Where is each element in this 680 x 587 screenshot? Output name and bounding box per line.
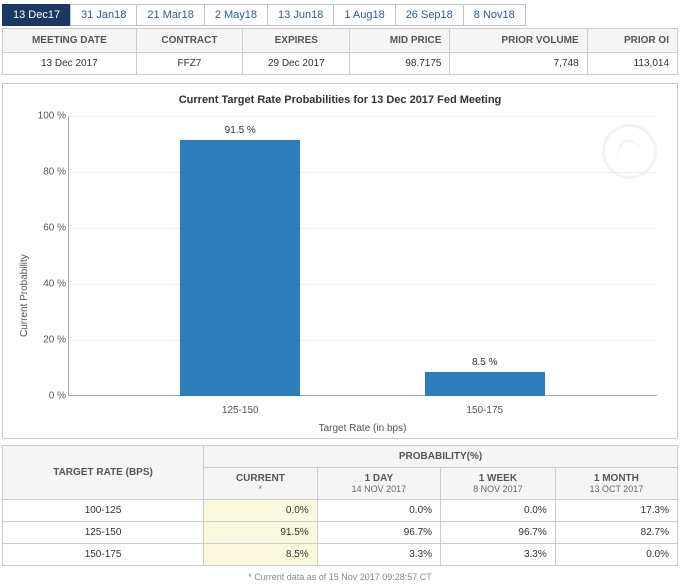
tab-1aug18[interactable]: 1 Aug18 [333, 4, 395, 26]
x-axis-label: Target Rate (in bps) [68, 423, 657, 434]
prob-cell: 0.0% [555, 544, 677, 566]
probability-table: TARGET RATE (BPS) PROBABILITY(%) CURRENT… [2, 445, 678, 566]
meeting-cell: 98.7175 [350, 53, 450, 75]
meeting-header: PRIOR VOLUME [450, 29, 587, 53]
prob-cell: 91.5% [204, 522, 318, 544]
bar-wrap: 8.5 % [425, 357, 545, 396]
meeting-header: CONTRACT [136, 29, 242, 53]
prob-row-label: 100-125 [3, 500, 204, 522]
meeting-cell: 29 Dec 2017 [243, 53, 350, 75]
y-tick: 60 % [30, 223, 66, 234]
tab-13jun18[interactable]: 13 Jun18 [267, 4, 334, 26]
prob-cell: 3.3% [317, 544, 440, 566]
meeting-header: MEETING DATE [3, 29, 137, 53]
bar [425, 372, 545, 396]
meeting-cell: 7,748 [450, 53, 587, 75]
chart-title: Current Target Rate Probabilities for 13… [13, 94, 667, 106]
prob-cell: 17.3% [555, 500, 677, 522]
tab-26sep18[interactable]: 26 Sep18 [395, 4, 464, 26]
prob-cell: 8.5% [204, 544, 318, 566]
tab-8nov18[interactable]: 8 Nov18 [463, 4, 526, 26]
meeting-cell: 113,014 [587, 53, 677, 75]
meeting-cell: FFZ7 [136, 53, 242, 75]
tab-21mar18[interactable]: 21 Mar18 [136, 4, 204, 26]
chart-plot: 0 %20 %40 %60 %80 %100 % 91.5 %8.5 % 125… [30, 116, 667, 436]
meeting-header: EXPIRES [243, 29, 350, 53]
y-tick: 80 % [30, 167, 66, 178]
prob-cell: 0.0% [317, 500, 440, 522]
date-tabs: 13 Dec1731 Jan1821 Mar182 May1813 Jun181… [0, 0, 680, 26]
x-tick: 150-175 [425, 405, 545, 416]
meeting-header: MID PRICE [350, 29, 450, 53]
probability-group-header: PROBABILITY(%) [204, 446, 678, 468]
meeting-cell: 13 Dec 2017 [3, 53, 137, 75]
bar [180, 140, 300, 396]
prob-cell: 0.0% [204, 500, 318, 522]
prob-col-header: 1 MONTH13 OCT 2017 [555, 468, 677, 500]
prob-col-header: 1 DAY14 NOV 2017 [317, 468, 440, 500]
bar-value-label: 91.5 % [225, 125, 256, 136]
tab-31jan18[interactable]: 31 Jan18 [70, 4, 137, 26]
y-tick: 40 % [30, 279, 66, 290]
chart-container: Current Target Rate Probabilities for 13… [2, 83, 678, 439]
prob-cell: 96.7% [441, 522, 556, 544]
prob-row-label: 125-150 [3, 522, 204, 544]
y-axis-label: Current Probability [13, 116, 30, 436]
x-tick: 125-150 [180, 405, 300, 416]
prob-row-label: 150-175 [3, 544, 204, 566]
prob-cell: 82.7% [555, 522, 677, 544]
prob-col-header: 1 WEEK8 NOV 2017 [441, 468, 556, 500]
meeting-header: PRIOR OI [587, 29, 677, 53]
y-tick: 100 % [30, 111, 66, 122]
y-tick: 0 % [30, 391, 66, 402]
bar-wrap: 91.5 % [180, 125, 300, 396]
prob-cell: 96.7% [317, 522, 440, 544]
tab-2may18[interactable]: 2 May18 [204, 4, 268, 26]
target-rate-header: TARGET RATE (BPS) [3, 446, 204, 500]
prob-cell: 0.0% [441, 500, 556, 522]
bar-value-label: 8.5 % [472, 357, 498, 368]
prob-col-header: CURRENT* [204, 468, 318, 500]
meeting-table: MEETING DATECONTRACTEXPIRESMID PRICEPRIO… [2, 28, 678, 75]
footnote: * Current data as of 15 Nov 2017 09:28:5… [0, 568, 680, 586]
tab-13dec17[interactable]: 13 Dec17 [2, 4, 71, 26]
prob-cell: 3.3% [441, 544, 556, 566]
y-tick: 20 % [30, 335, 66, 346]
